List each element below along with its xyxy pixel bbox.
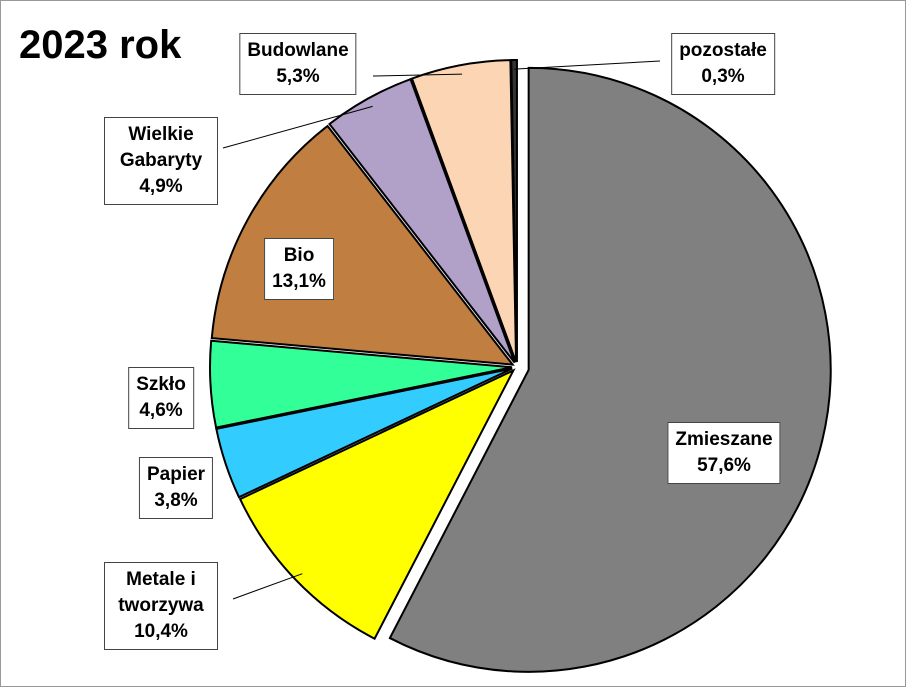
- data-label: Papier 3,8%: [138, 457, 214, 519]
- value-label: 10,4%: [134, 621, 188, 642]
- pie-slice: [510, 59, 518, 363]
- pie-slice: [388, 66, 832, 673]
- category-label: Bio: [283, 245, 315, 266]
- pie-slice: [215, 367, 513, 499]
- data-label: Bio 13,1%: [264, 238, 334, 300]
- leader-line: [232, 573, 303, 600]
- leader-line: [514, 60, 661, 70]
- leader-line: [372, 73, 463, 77]
- data-label: Budowlane 5,3%: [239, 33, 357, 95]
- value-label: 4,6%: [139, 400, 183, 421]
- value-label: 5,3%: [276, 66, 320, 87]
- category-label: Papier: [146, 464, 206, 485]
- value-label: 0,3%: [701, 66, 745, 87]
- category-label: pozostałe: [679, 40, 767, 61]
- data-label: Wielkie Gabaryty 4,9%: [104, 117, 218, 205]
- category-label: Szkło: [136, 374, 186, 395]
- category-label: Wielkie Gabaryty: [119, 124, 203, 171]
- value-label: 3,8%: [154, 490, 198, 511]
- chart-title: 2023 rok: [19, 23, 182, 67]
- pie-slice: [210, 124, 515, 366]
- data-label: Zmieszane 57,6%: [667, 422, 781, 484]
- value-label: 13,1%: [272, 271, 326, 292]
- pie-slice: [328, 77, 516, 364]
- value-label: 4,9%: [139, 176, 183, 197]
- value-label: 57,6%: [697, 455, 751, 476]
- pie-slice: [238, 368, 516, 641]
- leader-line: [222, 105, 373, 149]
- category-label: Budowlane: [247, 40, 349, 61]
- data-label: Szkło 4,6%: [128, 367, 194, 429]
- category-label: Metale i tworzywa: [118, 569, 204, 616]
- data-label: Metale i tworzywa 10,4%: [104, 562, 218, 650]
- pie-slice: [209, 339, 513, 429]
- category-label: Zmieszane: [675, 429, 773, 450]
- data-label: pozostałe 0,3%: [671, 33, 775, 95]
